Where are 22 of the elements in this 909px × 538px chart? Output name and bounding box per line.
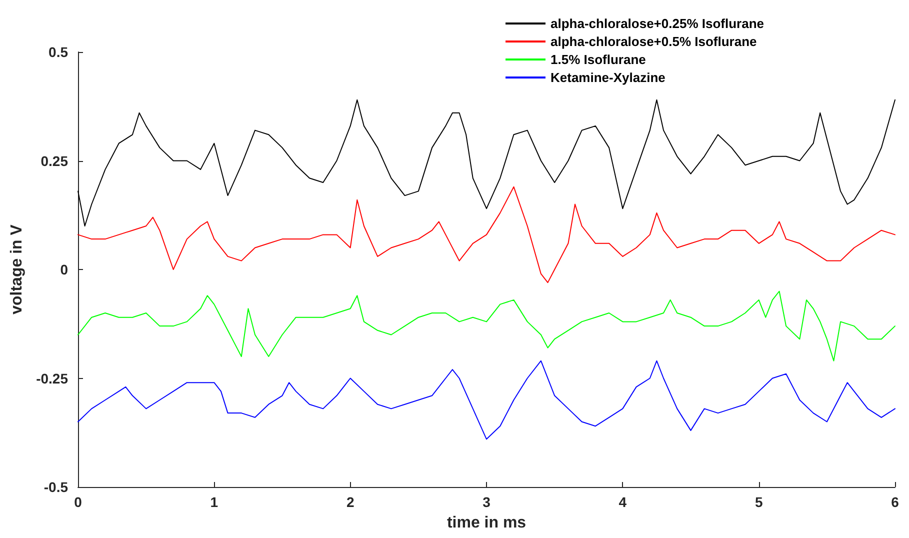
legend-label: 1.5% Isoflurane bbox=[550, 52, 646, 67]
line-series bbox=[78, 360, 896, 440]
line-series bbox=[78, 186, 896, 284]
x-tick-label: 3 bbox=[482, 494, 491, 510]
x-tick-label: 2 bbox=[346, 494, 354, 510]
line-series bbox=[78, 99, 896, 226]
x-tick-label: 5 bbox=[754, 494, 763, 510]
line-series bbox=[78, 290, 896, 362]
y-tick-label: -0.5 bbox=[44, 479, 68, 495]
x-tick-label: 6 bbox=[891, 494, 900, 510]
legend-label: alpha-chloralose+0.25% Isoflurane bbox=[550, 16, 764, 31]
legend-label: alpha-chloralose+0.5% Isoflurane bbox=[550, 34, 757, 49]
y-tick-label: -0.25 bbox=[36, 370, 68, 386]
x-tick-label: 4 bbox=[618, 494, 627, 510]
y-axis-title: voltage in V bbox=[8, 224, 26, 314]
x-tick-label: 1 bbox=[210, 494, 218, 510]
x-tick-label: 0 bbox=[74, 494, 82, 510]
y-tick-label: 0.5 bbox=[48, 44, 68, 60]
x-axis-title: time in ms bbox=[446, 514, 526, 532]
y-tick-label: 0.25 bbox=[40, 152, 68, 169]
y-tick-label: 0 bbox=[60, 262, 68, 278]
legend-label: Ketamine-Xylazine bbox=[550, 70, 666, 85]
